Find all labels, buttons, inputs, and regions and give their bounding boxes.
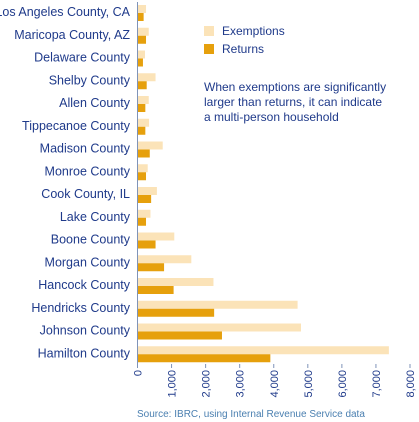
bar-exemptions <box>137 209 151 218</box>
category-label: Hamilton County <box>38 346 131 360</box>
bar-returns <box>137 172 147 181</box>
bar-returns <box>137 104 146 112</box>
bar-exemptions <box>137 118 150 127</box>
x-tick-label: 3,000 <box>235 370 247 398</box>
source-note: Source: IBRC, using Internal Revenue Ser… <box>137 409 365 420</box>
x-tick-label: 7,000 <box>371 370 383 398</box>
category-label: Maricopa County, AZ <box>14 28 130 42</box>
bar-returns <box>137 217 147 226</box>
bar-exemptions <box>137 164 148 173</box>
category-label: Los Angeles County, CA <box>0 5 131 19</box>
bar-returns <box>137 331 222 340</box>
x-tick-label: 8,000 <box>405 370 417 398</box>
legend-swatch-returns <box>204 44 214 54</box>
bar-exemptions <box>137 50 145 59</box>
x-tick-label: 5,000 <box>303 370 315 398</box>
bar-exemptions <box>137 232 175 241</box>
bar-returns <box>137 308 215 317</box>
bar-returns <box>137 58 143 67</box>
x-tick-label: 6,000 <box>337 370 349 398</box>
bars-group <box>137 5 389 363</box>
annotation-line-3: a multi-person household <box>204 110 339 124</box>
bar-returns <box>137 354 271 363</box>
category-label: Hendricks County <box>31 301 130 315</box>
bar-exemptions <box>137 346 389 355</box>
x-tick-label: 4,000 <box>269 370 281 398</box>
legend: Exemptions Returns <box>204 24 285 56</box>
category-label: Madison County <box>40 142 131 156</box>
category-label: Allen County <box>59 96 131 110</box>
x-tick-label: 0 <box>133 370 145 376</box>
bar-exemptions <box>137 323 301 332</box>
category-label: Boone County <box>51 233 131 247</box>
category-label: Tippecanoe County <box>22 119 131 133</box>
category-label: Delaware County <box>34 51 131 65</box>
bar-returns <box>137 35 147 44</box>
bar-returns <box>137 195 152 203</box>
bar-exemptions <box>137 73 156 82</box>
legend-label-returns: Returns <box>222 42 264 56</box>
bar-exemptions <box>137 278 214 286</box>
bar-returns <box>137 263 165 272</box>
category-label: Hancock County <box>38 278 130 292</box>
bar-returns <box>137 126 146 135</box>
bar-returns <box>137 286 174 294</box>
category-label: Morgan County <box>45 255 131 269</box>
bar-exemptions <box>137 187 157 195</box>
bar-exemptions <box>137 96 149 104</box>
bar-exemptions <box>137 5 147 13</box>
x-axis-ticks: 0 1,000 2,000 3,000 4,000 5,000 6,000 7,000 8,00… <box>133 364 417 398</box>
annotation-line-2: larger than returns, it can indicate <box>204 95 382 109</box>
bar-returns <box>137 149 150 158</box>
category-label: Shelby County <box>49 73 131 87</box>
bar-returns <box>137 13 144 21</box>
bar-exemptions <box>137 300 298 309</box>
bar-returns <box>137 81 147 90</box>
legend-swatch-exemptions <box>204 26 214 36</box>
bar-returns <box>137 240 156 249</box>
category-label: Johnson County <box>40 324 131 338</box>
annotation: When exemptions are significantly larger… <box>204 80 386 124</box>
category-label: Monroe County <box>45 164 131 178</box>
annotation-line-1: When exemptions are significantly <box>204 80 386 94</box>
legend-label-exemptions: Exemptions <box>222 24 285 38</box>
bar-exemptions <box>137 27 149 36</box>
category-label: Cook County, IL <box>41 187 130 201</box>
category-label: Lake County <box>60 210 131 224</box>
x-tick-label: 2,000 <box>201 370 213 398</box>
bar-exemptions <box>137 255 192 264</box>
bar-exemptions <box>137 141 163 150</box>
x-tick-label: 1,000 <box>167 370 179 398</box>
category-labels: Los Angeles County, CA Maricopa County, A… <box>0 5 131 360</box>
